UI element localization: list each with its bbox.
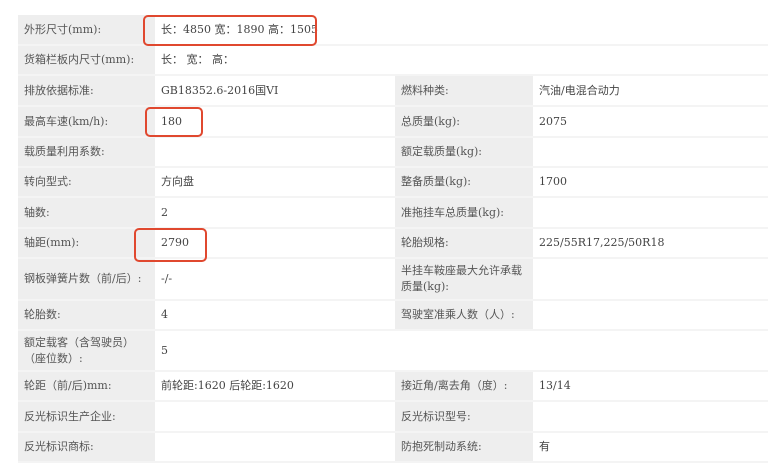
field-value: 长： 宽： 高：: [155, 45, 768, 76]
field-label: 反光标识商标:: [18, 432, 155, 463]
field-value: [533, 258, 768, 301]
table-row: 轴数: 2 准拖挂车总质量(kg):: [18, 197, 768, 229]
field-label: 转向型式:: [18, 167, 155, 198]
field-label: 准拖挂车总质量(kg):: [395, 197, 533, 229]
table-row: 钢板弹簧片数（前/后）: -/- 半挂车鞍座最大允许承载质量(kg):: [18, 258, 768, 301]
table-row: 反光标识生产企业: 反光标识型号:: [18, 401, 768, 433]
field-label: 驾驶室准乘人数（人）:: [395, 300, 533, 331]
field-value: [533, 197, 768, 229]
field-label: 接近角/离去角（度）:: [395, 371, 533, 402]
field-value: [533, 137, 768, 168]
table-row: 外形尺寸(mm): 长：4850 宽：1890 高：1505: [18, 15, 768, 46]
field-value: 方向盘: [155, 167, 395, 198]
field-label: 钢板弹簧片数（前/后）:: [18, 258, 155, 301]
highlight-dimensions: [143, 15, 317, 46]
field-label: 额定载质量(kg):: [395, 137, 533, 168]
field-label: 防抱死制动系统:: [395, 432, 533, 463]
field-value: 2790: [155, 228, 395, 259]
field-label: 反光标识生产企业:: [18, 401, 155, 433]
field-value: 5: [155, 330, 768, 372]
field-label: 货箱栏板内尺寸(mm):: [18, 45, 155, 76]
field-label: 总质量(kg):: [395, 106, 533, 138]
field-value: [533, 401, 768, 433]
field-value: 汽油/电混合动力: [533, 75, 768, 107]
table-row: 最高车速(km/h): 180 总质量(kg): 2075: [18, 106, 768, 138]
table-row: 轮胎数: 4 驾驶室准乘人数（人）:: [18, 300, 768, 331]
field-label: 最高车速(km/h):: [18, 106, 155, 138]
field-value: 有: [533, 432, 768, 463]
highlight-wheelbase: [134, 228, 207, 262]
field-value: 2: [155, 197, 395, 229]
highlight-max-speed: [145, 107, 203, 137]
field-value: 2075: [533, 106, 768, 138]
field-value: 180: [155, 106, 395, 138]
field-label: 反光标识型号:: [395, 401, 533, 433]
field-label: 排放依据标准:: [18, 75, 155, 107]
field-value: 前轮距:1620 后轮距:1620: [155, 371, 395, 402]
field-value: 4: [155, 300, 395, 331]
field-label: 轮胎规格:: [395, 228, 533, 259]
vehicle-spec-table: 外形尺寸(mm): 长：4850 宽：1890 高：1505 货箱栏板内尺寸(mm)…: [18, 15, 768, 463]
field-label: 轴数:: [18, 197, 155, 229]
table-row: 轮距（前/后)mm: 前轮距:1620 后轮距:1620 接近角/离去角（度）: 13…: [18, 371, 768, 402]
table-row: 货箱栏板内尺寸(mm): 长： 宽： 高：: [18, 45, 768, 76]
table-row: 载质量利用系数: 额定载质量(kg):: [18, 137, 768, 168]
field-label: 载质量利用系数:: [18, 137, 155, 168]
field-label: 燃料种类:: [395, 75, 533, 107]
table-row: 排放依据标准: GB18352.6-2016国VI 燃料种类: 汽油/电混合动力: [18, 75, 768, 107]
field-value: [155, 432, 395, 463]
field-value: [155, 401, 395, 433]
field-label: 整备质量(kg):: [395, 167, 533, 198]
field-value: [155, 137, 395, 168]
field-value: 225/55R17,225/50R18: [533, 228, 768, 259]
field-value: GB18352.6-2016国VI: [155, 75, 395, 107]
table-row: 反光标识商标: 防抱死制动系统: 有: [18, 432, 768, 463]
field-value: 1700: [533, 167, 768, 198]
field-label: 外形尺寸(mm):: [18, 15, 155, 46]
table-row: 转向型式: 方向盘 整备质量(kg): 1700: [18, 167, 768, 198]
field-label: 半挂车鞍座最大允许承载质量(kg):: [395, 258, 533, 301]
field-value: [533, 300, 768, 331]
table-row: 额定载客（含驾驶员）（座位数）: 5: [18, 330, 768, 372]
table-row: 轴距(mm): 2790 轮胎规格: 225/55R17,225/50R18: [18, 228, 768, 259]
field-label: 轴距(mm):: [18, 228, 155, 259]
field-label: 轮距（前/后)mm:: [18, 371, 155, 402]
field-value: 长：4850 宽：1890 高：1505: [155, 15, 768, 46]
field-value: -/-: [155, 258, 395, 301]
field-value: 13/14: [533, 371, 768, 402]
field-label: 轮胎数:: [18, 300, 155, 331]
field-label: 额定载客（含驾驶员）（座位数）:: [18, 330, 155, 372]
